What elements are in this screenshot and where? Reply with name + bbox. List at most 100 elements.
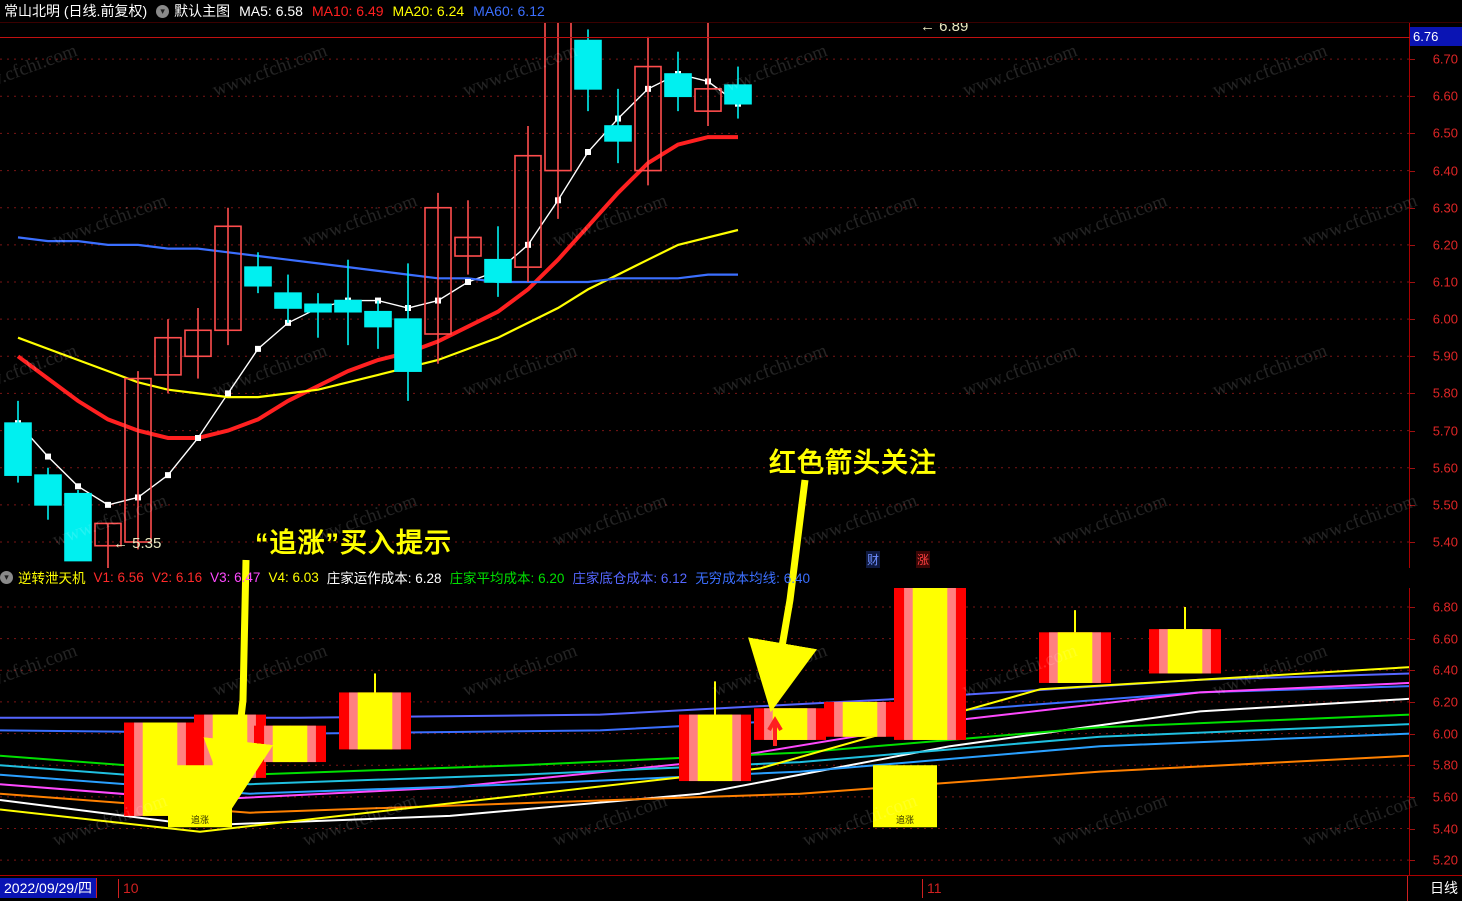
- ma5-value: 6.58: [275, 3, 303, 19]
- indicator-base-cost-key: 庄家底仓成本:: [572, 571, 658, 586]
- price-axis-tick: [1410, 244, 1415, 246]
- indicator-header: ▾ 逆转泄天机 V1: 6.56 V2: 6.16 V3: 6.47 V4: 6…: [0, 567, 1410, 587]
- price-axis-tick: [1410, 504, 1415, 506]
- status-divider: [1407, 876, 1408, 901]
- left-arrow-icon: ←: [113, 535, 128, 552]
- indicator-operating-cost-key: 庄家运作成本:: [326, 571, 412, 586]
- indicator-axis-tick: [1410, 765, 1415, 767]
- status-bar: 2022/09/29/四 10 11 日线: [0, 875, 1462, 901]
- indicator-v1-value: 6.56: [117, 569, 144, 585]
- indicator-infinite-cost-ma-key: 无穷成本均线:: [695, 571, 780, 586]
- indicator-operating-cost: 庄家运作成本: 6.28: [327, 567, 442, 587]
- price-axis-label: 5.90: [1432, 348, 1458, 364]
- indicator-axis-label: 5.40: [1432, 821, 1458, 837]
- price-axis-label: 5.70: [1432, 423, 1458, 439]
- price-axis-tick: [1410, 393, 1415, 395]
- indicator-axis-label: 6.60: [1432, 631, 1458, 647]
- price-axis-label: 6.20: [1432, 237, 1458, 253]
- indicator-axis-label: 5.60: [1432, 789, 1458, 805]
- price-axis-tick: [1410, 133, 1415, 135]
- indicator-v4: V4: 6.03: [268, 570, 318, 585]
- indicator-v1: V1: 6.56: [94, 570, 144, 585]
- indicator-v3-key: V3:: [210, 569, 231, 585]
- indicator-axis-tick: [1410, 733, 1415, 735]
- indicator-axis-tick: [1410, 606, 1415, 608]
- time-axis-tick-10: 10: [118, 879, 139, 898]
- price-axis-tick: [1410, 542, 1415, 543]
- chevron-down-icon[interactable]: ▾: [156, 4, 170, 18]
- price-axis-label: 6.60: [1432, 88, 1458, 104]
- indicator-v4-key: V4:: [268, 569, 289, 585]
- svg-text:追涨: 追涨: [191, 814, 209, 825]
- ma20-value: 6.24: [436, 3, 465, 19]
- main-chart-panel[interactable]: [0, 22, 1410, 568]
- price-axis-label: 6.10: [1432, 274, 1458, 290]
- price-axis-label: 5.80: [1432, 385, 1458, 401]
- last-price-line: [0, 36, 1410, 38]
- price-axis-tick: [1410, 430, 1415, 432]
- indicator-axis-tick: [1410, 638, 1415, 640]
- indicator-chart-panel[interactable]: 追涨 追涨: [0, 588, 1410, 876]
- indicator-v4-value: 6.03: [292, 569, 319, 585]
- price-axis-tick: [1410, 356, 1415, 358]
- svg-text:追涨: 追涨: [896, 814, 914, 825]
- indicator-axis-label: 6.20: [1432, 694, 1458, 710]
- indicator-average-cost-value: 6.20: [538, 571, 565, 586]
- chevron-down-icon[interactable]: ▾: [0, 570, 13, 584]
- price-axis-label: 6.30: [1432, 200, 1458, 216]
- indicator-v2-value: 6.16: [175, 569, 203, 585]
- indicator-average-cost: 庄家平均成本: 6.20: [450, 567, 565, 587]
- candlestick-chart: [0, 22, 1410, 568]
- chart-name[interactable]: 默认主图: [174, 3, 231, 19]
- indicator-infinite-cost-ma: 无穷成本均线: 6.40: [695, 567, 810, 587]
- time-axis-tick-11: 11: [922, 879, 942, 898]
- period-label[interactable]: 日线: [1430, 880, 1458, 896]
- marker-cai[interactable]: 财: [866, 551, 881, 568]
- ma20-label: MA20: 6.24: [393, 3, 465, 19]
- indicator-axis-tick: [1410, 670, 1415, 672]
- price-callout-low: ← 5.35: [113, 535, 161, 552]
- indicator-name[interactable]: 逆转泄天机: [18, 571, 86, 586]
- stock-title[interactable]: 常山北明 (日线.前复权): [4, 3, 148, 19]
- price-axis-label: 5.40: [1432, 534, 1458, 550]
- main-price-axis[interactable]: 6.70 6.60 6.50 6.40 6.30 6.20 6.10 6.00 5.90 5.80…: [1409, 22, 1462, 568]
- indicator-base-cost: 庄家底仓成本: 6.12: [572, 567, 687, 587]
- indicator-axis-label: 5.80: [1432, 757, 1458, 773]
- indicator-v2: V2: 6.16: [152, 570, 202, 585]
- ma60-label: MA60: 6.12: [473, 3, 545, 19]
- indicator-infinite-cost-ma-value: 6.40: [783, 571, 810, 586]
- marker-zhang[interactable]: 涨: [916, 551, 931, 568]
- indicator-v2-key: V2:: [151, 569, 173, 585]
- annotation-text-chase-buy: “追涨”买入提示: [255, 528, 452, 558]
- indicator-average-cost-key: 庄家平均成本:: [449, 571, 535, 586]
- indicator-axis-label: 5.20: [1432, 852, 1458, 868]
- price-axis-label: 5.60: [1432, 460, 1458, 476]
- indicator-bar-chart: 追涨 追涨: [0, 588, 1410, 861]
- price-axis-tick: [1410, 96, 1415, 98]
- indicator-axis-tick: [1410, 796, 1415, 798]
- price-axis-tick: [1410, 319, 1415, 321]
- last-price-tag[interactable]: 6.76: [1410, 27, 1462, 47]
- ma5-key: MA5:: [239, 3, 272, 19]
- ma60-key: MA60:: [473, 3, 514, 19]
- price-axis-tick: [1410, 467, 1415, 469]
- annotation-text-red-arrow: 红色箭头关注: [769, 448, 937, 478]
- indicator-axis-tick: [1410, 701, 1415, 703]
- indicator-axis-label: 6.00: [1432, 726, 1458, 742]
- ma60-value: 6.12: [517, 3, 545, 19]
- indicator-axis-label: 6.40: [1432, 662, 1458, 678]
- indicator-v3: V3: 6.47: [210, 570, 260, 585]
- ma20-key: MA20:: [392, 3, 434, 19]
- price-axis-tick: [1410, 170, 1415, 172]
- indicator-axis-tick: [1410, 828, 1415, 830]
- ma10-key: MA10:: [311, 3, 353, 19]
- indicator-price-axis[interactable]: 6.80 6.60 6.40 6.20 6.00 5.80 5.60 5.40 5.20: [1409, 588, 1462, 876]
- current-date[interactable]: 2022/09/29/四: [0, 878, 97, 898]
- price-axis-tick: [1410, 282, 1415, 283]
- ma10-value: 6.49: [356, 3, 384, 19]
- indicator-axis-label: 6.80: [1432, 599, 1458, 615]
- ma5-label: MA5: 6.58: [239, 3, 303, 19]
- indicator-v3-value: 6.47: [234, 569, 261, 585]
- price-axis-label: 6.50: [1432, 125, 1458, 141]
- price-axis-label: 6.00: [1432, 311, 1458, 327]
